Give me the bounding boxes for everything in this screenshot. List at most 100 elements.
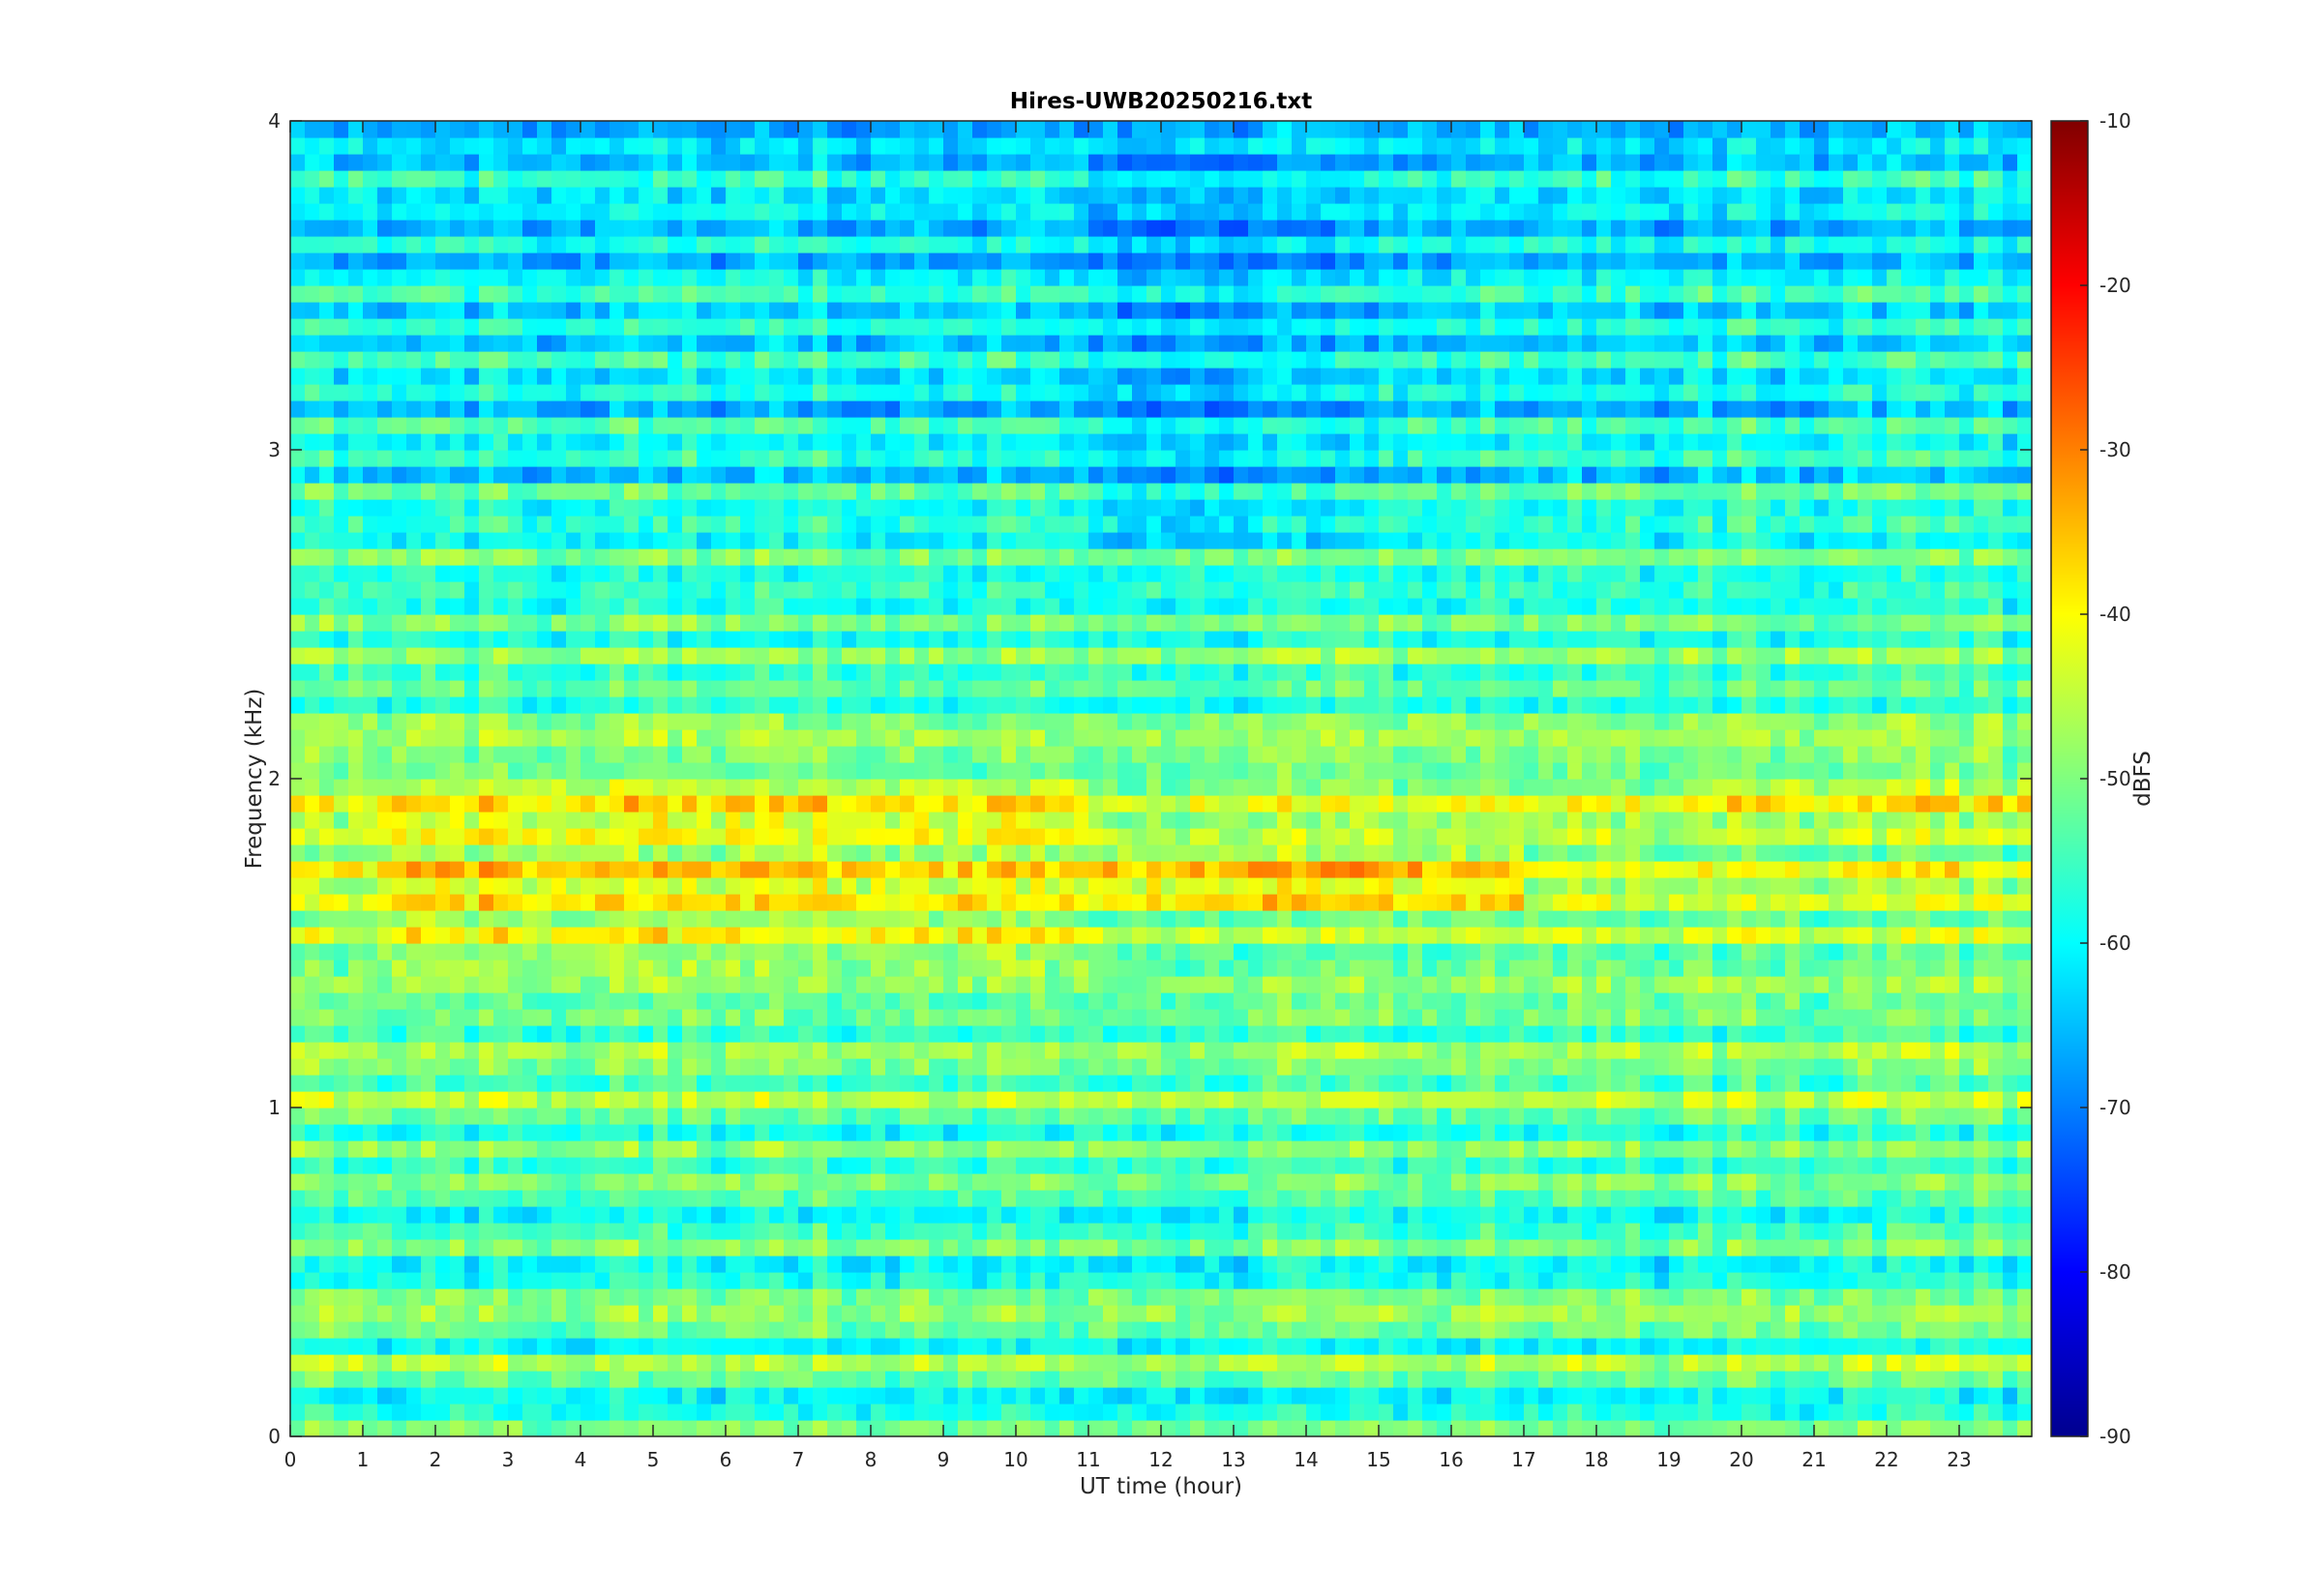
heatmap-cell bbox=[726, 1256, 741, 1273]
heatmap-cell bbox=[697, 516, 712, 533]
heatmap-cell bbox=[610, 631, 625, 648]
heatmap-cell bbox=[1074, 598, 1089, 615]
heatmap-cell bbox=[958, 450, 973, 467]
heatmap-cell bbox=[406, 483, 422, 500]
heatmap-cell bbox=[1045, 1124, 1060, 1141]
heatmap-cell bbox=[522, 220, 538, 237]
heatmap-cell bbox=[348, 696, 364, 714]
heatmap-cell bbox=[508, 548, 523, 566]
heatmap-cell bbox=[450, 269, 465, 286]
heatmap-cell bbox=[885, 1371, 901, 1388]
heatmap-cell bbox=[668, 795, 683, 813]
heatmap-cell bbox=[639, 1256, 654, 1273]
heatmap-cell bbox=[668, 1404, 683, 1421]
heatmap-cell bbox=[1059, 499, 1075, 517]
heatmap-cell bbox=[798, 631, 814, 648]
heatmap-cell bbox=[769, 1075, 785, 1092]
heatmap-cell bbox=[464, 861, 480, 878]
heatmap-cell bbox=[1059, 631, 1075, 648]
heatmap-cell bbox=[435, 1256, 451, 1273]
heatmap-cell bbox=[377, 943, 393, 961]
heatmap-cell bbox=[493, 483, 509, 500]
heatmap-cell bbox=[334, 532, 349, 549]
heatmap-cell bbox=[943, 137, 959, 155]
heatmap-cell bbox=[711, 1223, 727, 1240]
heatmap-cell bbox=[798, 729, 814, 747]
heatmap-cell bbox=[406, 1321, 422, 1339]
heatmap-cell bbox=[1088, 1305, 1104, 1322]
heatmap-cell bbox=[943, 1009, 959, 1026]
heatmap-cell bbox=[900, 220, 915, 237]
heatmap-cell bbox=[522, 1338, 538, 1355]
heatmap-cell bbox=[1001, 252, 1017, 270]
heatmap-cell bbox=[508, 318, 523, 336]
heatmap-cell bbox=[595, 236, 610, 253]
heatmap-cell bbox=[537, 137, 552, 155]
heatmap-cell bbox=[1117, 1091, 1133, 1108]
heatmap-cell bbox=[493, 696, 509, 714]
heatmap-cell bbox=[639, 943, 654, 961]
heatmap-cell bbox=[551, 1239, 567, 1256]
heatmap-cell bbox=[856, 368, 872, 385]
heatmap-cell bbox=[406, 318, 422, 336]
heatmap-cell bbox=[1074, 729, 1089, 747]
heatmap-cell bbox=[987, 729, 1002, 747]
heatmap-cell bbox=[900, 1239, 915, 1256]
heatmap-cell bbox=[697, 1420, 712, 1437]
heatmap-cell bbox=[580, 1223, 596, 1240]
heatmap-cell bbox=[290, 1140, 306, 1158]
heatmap-cell bbox=[1045, 351, 1060, 369]
heatmap-cell bbox=[900, 779, 915, 796]
heatmap-cell bbox=[1074, 137, 1089, 155]
heatmap-cell bbox=[972, 894, 988, 911]
heatmap-cell bbox=[871, 1075, 886, 1092]
heatmap-cell bbox=[653, 137, 669, 155]
heatmap-cell bbox=[493, 992, 509, 1010]
heatmap-cell bbox=[653, 1025, 669, 1043]
heatmap-cell bbox=[972, 1025, 988, 1043]
heatmap-cell bbox=[755, 1058, 770, 1076]
heatmap-cell bbox=[377, 236, 393, 253]
heatmap-cell bbox=[334, 614, 349, 632]
heatmap-cell bbox=[987, 976, 1002, 993]
heatmap-cell bbox=[566, 762, 581, 780]
heatmap-cell bbox=[856, 894, 872, 911]
heatmap-cell bbox=[508, 696, 523, 714]
heatmap-cell bbox=[653, 1206, 669, 1224]
heatmap-cell bbox=[900, 565, 915, 582]
heatmap-cell bbox=[639, 729, 654, 747]
heatmap-cell bbox=[653, 450, 669, 467]
heatmap-cell bbox=[464, 779, 480, 796]
heatmap-cell bbox=[769, 614, 785, 632]
heatmap-cell bbox=[653, 252, 669, 270]
heatmap-cell bbox=[319, 581, 335, 599]
heatmap-cell bbox=[943, 861, 959, 878]
heatmap-cell bbox=[566, 861, 581, 878]
heatmap-cell bbox=[1059, 877, 1075, 895]
heatmap-cell bbox=[914, 351, 930, 369]
heatmap-cell bbox=[464, 236, 480, 253]
heatmap-cell bbox=[1176, 664, 1191, 681]
heatmap-cell bbox=[900, 1223, 915, 1240]
heatmap-cell bbox=[1103, 285, 1118, 303]
heatmap-cell bbox=[1001, 384, 1017, 401]
heatmap-cell bbox=[1132, 1075, 1147, 1092]
heatmap-cell bbox=[537, 910, 552, 928]
heatmap-cell bbox=[1088, 1404, 1104, 1421]
heatmap-cell bbox=[769, 154, 785, 171]
heatmap-cell bbox=[1161, 121, 1176, 138]
heatmap-cell bbox=[363, 976, 378, 993]
heatmap-cell bbox=[914, 1173, 930, 1191]
heatmap-cell bbox=[639, 1239, 654, 1256]
heatmap-cell bbox=[1001, 1140, 1017, 1158]
heatmap-cell bbox=[580, 581, 596, 599]
heatmap-cell bbox=[1016, 220, 1031, 237]
heatmap-cell bbox=[798, 1371, 814, 1388]
heatmap-cell bbox=[464, 746, 480, 763]
heatmap-cell bbox=[290, 351, 306, 369]
heatmap-cell bbox=[668, 1173, 683, 1191]
heatmap-cell bbox=[537, 1157, 552, 1174]
heatmap-cell bbox=[1132, 795, 1147, 813]
heatmap-cell bbox=[871, 828, 886, 845]
heatmap-cell bbox=[319, 1272, 335, 1289]
